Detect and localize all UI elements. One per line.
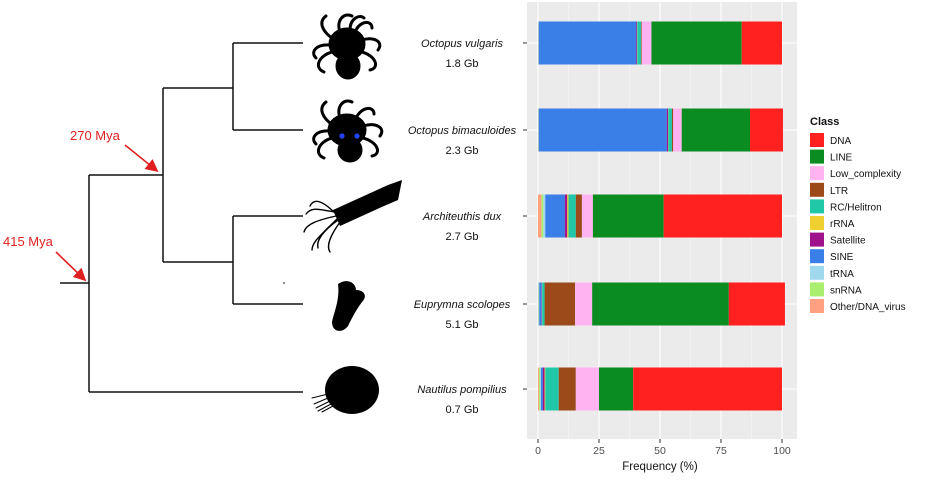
bar-segment xyxy=(637,21,641,65)
annotation-coleoid-age: 270 Mya xyxy=(70,128,121,143)
bar-segment xyxy=(540,367,543,411)
bar-segment xyxy=(544,282,576,326)
bar-segment xyxy=(545,367,559,411)
legend-title: Class xyxy=(810,116,839,128)
legend-label: snRNA xyxy=(830,285,862,296)
octopus-bimaculoides-silhouette-icon xyxy=(312,99,384,163)
bar-segment xyxy=(542,282,545,326)
legend-label: Satellite xyxy=(830,236,866,247)
bar-segment xyxy=(575,282,593,326)
legend-swatch xyxy=(810,149,824,164)
bar-segment xyxy=(538,367,541,411)
species-name: Euprymna scolopes xyxy=(414,299,511,311)
legend-label: Low_complexity xyxy=(830,169,901,180)
legend-swatch xyxy=(810,265,824,280)
bar-segment xyxy=(581,194,593,238)
bar-segment xyxy=(543,194,546,238)
annotation-root-arrow xyxy=(55,251,87,282)
x-tick-label: 25 xyxy=(593,445,605,457)
x-axis-ticks: 0 25 50 75 100 xyxy=(535,439,791,457)
bar-segment xyxy=(663,194,782,238)
bar-segment xyxy=(558,367,576,411)
genome-size: 1.8 Gb xyxy=(445,58,478,70)
bar-segment xyxy=(538,282,540,326)
divergence-annotations: 415 Mya 270 Mya xyxy=(3,128,159,282)
x-tick-label: 75 xyxy=(715,445,727,457)
bar-segment xyxy=(541,194,544,238)
species-name: Nautilus pompilius xyxy=(417,384,507,396)
bar-segment xyxy=(575,194,582,238)
bar-segment xyxy=(592,194,664,238)
legend-label: DNA xyxy=(830,136,851,147)
x-axis-label: Frequency (%) xyxy=(622,461,698,473)
nautilus-silhouette-icon xyxy=(311,366,379,414)
y-tick-marks xyxy=(523,42,527,390)
species-name: Octopus vulgaris xyxy=(421,38,503,50)
phylogenetic-tree xyxy=(60,42,303,393)
legend-label: rRNA xyxy=(830,219,855,230)
annotation-root-age: 415 Mya xyxy=(3,234,54,249)
legend-label: LINE xyxy=(830,153,853,164)
species-name: Octopus bimaculoides xyxy=(408,125,517,137)
species-labels: Octopus vulgaris 1.8 Gb Octopus bimaculoid… xyxy=(408,38,517,416)
bar-segment xyxy=(545,194,565,238)
bar-segment xyxy=(538,21,637,65)
bar-segment xyxy=(542,367,545,411)
legend-swatch xyxy=(810,232,824,247)
octopus-vulgaris-silhouette-icon xyxy=(312,13,382,80)
bar-segment xyxy=(636,21,638,65)
legend-swatch xyxy=(810,299,824,313)
bar-segment xyxy=(544,367,546,411)
bar-segment xyxy=(651,21,742,65)
bar-segment xyxy=(540,367,541,411)
legend-label: SINE xyxy=(830,252,854,263)
bar-segment xyxy=(539,282,542,326)
architeuthis-silhouette-icon xyxy=(303,180,402,253)
legend: Class DNA LINE Low_complexity LTR RC/Helitro… xyxy=(810,116,906,313)
bar-segment xyxy=(633,367,782,411)
legend-swatch xyxy=(810,199,824,214)
legend-swatch xyxy=(810,182,824,197)
bar-segment xyxy=(681,108,751,152)
x-tick-label: 50 xyxy=(654,445,666,457)
x-tick-label: 0 xyxy=(535,445,541,457)
bar-segment xyxy=(668,108,672,152)
legend-swatch xyxy=(810,166,824,181)
bar-segment xyxy=(568,194,576,238)
annotation-coleoid-arrow xyxy=(124,144,159,173)
legend-swatch xyxy=(810,282,824,297)
bar-segment xyxy=(599,367,634,411)
bar-segment xyxy=(538,194,542,238)
bar-segment xyxy=(666,108,669,152)
euprymna-silhouette-icon xyxy=(283,281,365,331)
bar-segment xyxy=(673,108,682,152)
genome-size: 0.7 Gb xyxy=(445,404,478,416)
legend-label: Other/DNA_virus xyxy=(830,302,906,313)
bar-segment xyxy=(741,21,782,65)
bar-segment xyxy=(538,367,539,411)
legend-label: tRNA xyxy=(830,269,854,280)
species-name: Architeuthis dux xyxy=(422,211,502,223)
stacked-bars xyxy=(538,21,785,411)
bar-segment xyxy=(538,108,667,152)
bar-segment xyxy=(640,21,642,65)
legend-swatch xyxy=(810,216,824,230)
bar-segment xyxy=(567,194,569,238)
genome-size: 2.7 Gb xyxy=(445,231,478,243)
bar-segment xyxy=(750,108,783,152)
bar-segment xyxy=(575,367,599,411)
bar-segment xyxy=(728,282,785,326)
genome-size: 2.3 Gb xyxy=(445,145,478,157)
legend-label: RC/Helitron xyxy=(830,202,882,213)
legend-label: LTR xyxy=(830,186,848,197)
bar-segment xyxy=(641,21,652,65)
bar-segment xyxy=(671,108,674,152)
legend-swatch xyxy=(810,249,824,264)
legend-swatch xyxy=(810,133,824,147)
bar-segment xyxy=(564,194,568,238)
genome-size: 5.1 Gb xyxy=(445,319,478,331)
bar-segment xyxy=(592,282,729,326)
x-tick-label: 100 xyxy=(773,445,791,457)
